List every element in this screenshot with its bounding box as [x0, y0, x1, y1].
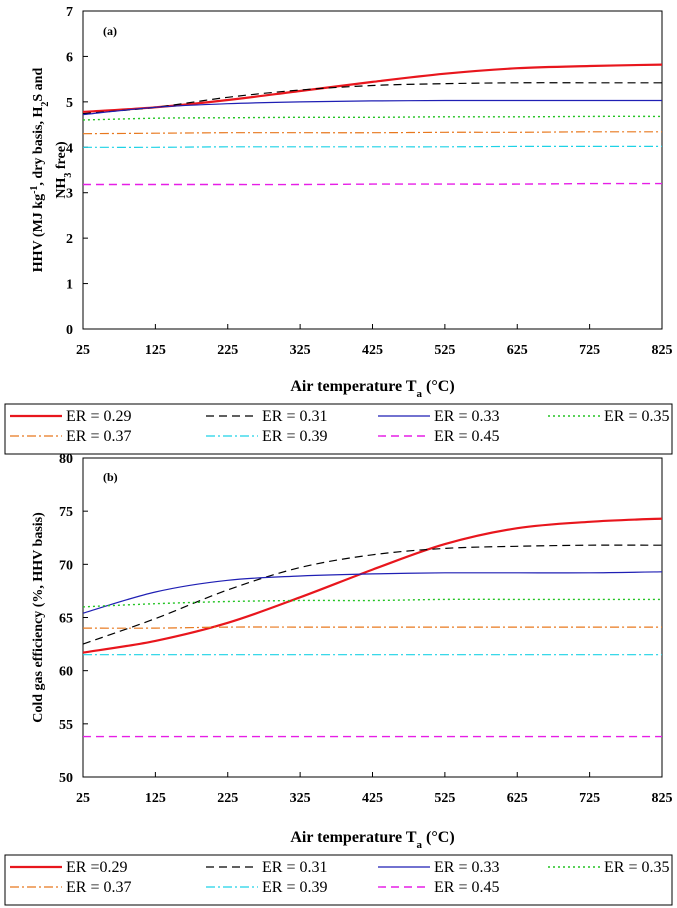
- x-tick-label: 125: [145, 791, 166, 806]
- legend-entry: ER = 0.33: [434, 408, 499, 425]
- legend: ER = 0.29 ER = 0.31 ER = 0.33 ER = 0.35 ER =…: [4, 403, 673, 455]
- legend-entry: ER = 0.45: [434, 879, 499, 896]
- series-line-5: [82, 626, 662, 629]
- series-line-2: [82, 544, 663, 645]
- x-tick-label: 825: [652, 791, 673, 806]
- x-tick-label: 825: [652, 343, 673, 358]
- legend-entry: ER = 0.39: [262, 879, 327, 896]
- panel-label: (b): [103, 470, 118, 484]
- y-tick-label: 55: [59, 718, 73, 733]
- series-line-4: [82, 115, 663, 121]
- y-tick-label: 3: [66, 187, 73, 202]
- y-axis-label-line: Cold gas efficiency (%, HHV basis): [31, 512, 46, 723]
- chart-panel-2: 25 125 225 325 425 525 625 725 825 50 55 60 65 70 75 80…: [4, 452, 673, 906]
- x-tick-label: 625: [507, 343, 528, 358]
- y-tick-label: 6: [66, 50, 73, 65]
- x-axis-label: Air temperature Ta (°C): [290, 378, 454, 400]
- legend-entry: ER = 0.45: [434, 428, 499, 445]
- y-tick-label: 65: [59, 612, 73, 627]
- y-tick-label: 7: [66, 5, 73, 20]
- x-tick-label: 25: [76, 343, 90, 358]
- legend-entry: ER = 0.33: [434, 859, 499, 876]
- chart-panel-1: 25 125 225 325 425 525 625 725 825 0 1 2 3 4 5 6 7 (a) Air…: [4, 5, 673, 455]
- x-tick-label: 425: [362, 343, 383, 358]
- y-tick-label: 1: [66, 278, 73, 293]
- series-line-4: [82, 598, 662, 608]
- series-line-7: [83, 182, 662, 186]
- legend-entry: ER =0.29: [66, 859, 127, 876]
- x-axis-label: Air temperature Ta (°C): [290, 829, 454, 851]
- plot-frame: [82, 457, 663, 778]
- x-tick-label: 625: [507, 791, 528, 806]
- legend-entry: ER = 0.35: [604, 859, 669, 876]
- x-tick-label: 25: [76, 791, 90, 806]
- x-tick-label: 725: [579, 791, 600, 806]
- x-tick-label: 525: [434, 343, 455, 358]
- legend-box: [4, 854, 673, 906]
- series-line-3: [82, 571, 663, 614]
- x-tick-label: 225: [217, 343, 238, 358]
- series-line-1: [82, 517, 663, 654]
- x-tick-label: 425: [362, 791, 383, 806]
- x-tick-label: 125: [145, 343, 166, 358]
- x-tick-label: 325: [290, 343, 311, 358]
- series-line-6: [82, 145, 662, 148]
- x-tick-label: 325: [290, 791, 311, 806]
- y-axis-label-line: HHV (MJ kg-1, dry basis, H2S and: [29, 68, 51, 273]
- series-line-5: [82, 131, 663, 135]
- legend-entry: ER = 0.35: [604, 408, 669, 425]
- x-tick-label: 525: [434, 791, 455, 806]
- series-line-1: [82, 63, 663, 113]
- x-tick-label: 725: [579, 343, 600, 358]
- y-tick-label: 60: [59, 665, 73, 680]
- legend-entry: ER = 0.39: [262, 428, 327, 445]
- legend-box: [4, 403, 673, 455]
- legend-entry: ER = 0.29: [66, 408, 131, 425]
- y-tick-label: 75: [59, 505, 73, 520]
- y-tick-label: 80: [59, 452, 73, 467]
- y-tick-label: 70: [59, 558, 73, 573]
- series-line-2: [82, 82, 662, 115]
- legend-entry: ER = 0.37: [66, 879, 131, 896]
- y-tick-label: 5: [66, 96, 73, 111]
- y-tick-label: 50: [59, 771, 73, 786]
- legend-entry: ER = 0.31: [262, 859, 327, 876]
- y-tick-label: 4: [66, 141, 73, 156]
- x-tick-label: 225: [217, 791, 238, 806]
- panel-label: (a): [103, 24, 117, 38]
- legend-entry: ER = 0.31: [262, 408, 327, 425]
- y-axis-label-line: NH3 free): [54, 141, 74, 199]
- y-tick-label: 2: [66, 232, 73, 247]
- legend-entry: ER = 0.37: [66, 428, 131, 445]
- y-tick-label: 0: [66, 323, 73, 338]
- plot-frame: [82, 10, 663, 330]
- legend: ER =0.29 ER = 0.31 ER = 0.33 ER = 0.35 ER = …: [4, 854, 673, 906]
- series-line-3: [82, 99, 662, 116]
